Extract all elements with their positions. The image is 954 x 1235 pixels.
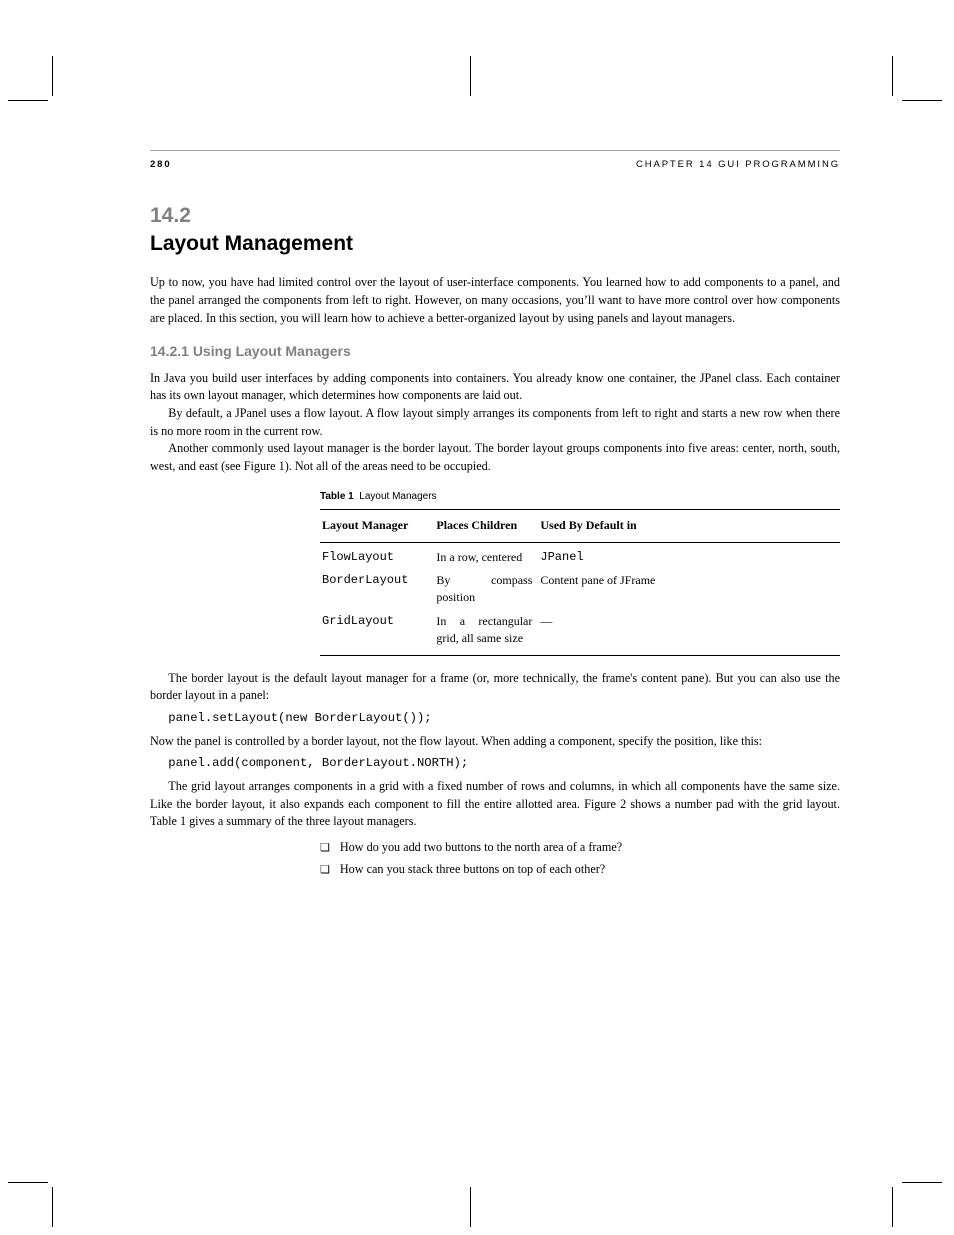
table-cell: In a rectangular grid, all same size (434, 607, 538, 655)
running-header: 280 CHAPTER 14 GUI PROGRAMMING (150, 159, 840, 170)
paragraph: The grid layout arranges components in a… (150, 778, 840, 831)
crop-mark (8, 100, 48, 101)
crop-mark (902, 1182, 942, 1183)
table-row: GridLayout In a rectangular grid, all sa… (320, 607, 840, 655)
crop-mark (52, 56, 53, 96)
code-line: panel.add(component, BorderLayout.NORTH)… (168, 755, 840, 773)
section-title: Layout Management (150, 232, 840, 256)
self-check-item: How do you add two buttons to the north … (320, 837, 840, 859)
crop-mark (8, 1182, 48, 1183)
paragraph: Now the panel is controlled by a border … (150, 733, 840, 751)
table-caption: Table 1 Layout Managers (320, 490, 840, 505)
header-rule (150, 150, 840, 151)
subsection-heading: 14.2.1 Using Layout Managers (150, 341, 840, 361)
page-content: 280 CHAPTER 14 GUI PROGRAMMING 14.2 Layo… (150, 150, 840, 887)
paragraph: By default, a JPanel uses a flow layout.… (150, 405, 840, 440)
table-row: BorderLayout By compass position Content… (320, 566, 840, 607)
table-cell: FlowLayout (320, 542, 434, 566)
table-header-row: Layout Manager Places Children Used By D… (320, 510, 840, 542)
table-container: Table 1 Layout Managers Layout Manager P… (320, 490, 840, 656)
table-cell: JPanel (538, 542, 840, 566)
self-check-list: How do you add two buttons to the north … (320, 837, 840, 881)
table-cell: Content pane of JFrame (538, 566, 840, 607)
crop-mark (892, 56, 893, 96)
running-title: CHAPTER 14 GUI PROGRAMMING (636, 159, 840, 170)
table-cell: — (538, 607, 840, 655)
paragraph: The border layout is the default layout … (150, 670, 840, 705)
self-check-item: How can you stack three buttons on top o… (320, 859, 840, 881)
section-number: 14.2 (150, 204, 840, 228)
crop-mark (470, 1187, 471, 1227)
table-row: FlowLayout In a row, centered JPanel (320, 542, 840, 566)
crop-mark (470, 56, 471, 96)
crop-mark (902, 100, 942, 101)
intro-paragraph: Up to now, you have had limited control … (150, 274, 840, 327)
paragraph: Another commonly used layout manager is … (150, 440, 840, 475)
table-header: Layout Manager (320, 510, 434, 542)
table-cell: BorderLayout (320, 566, 434, 607)
table-header: Places Children (434, 510, 538, 542)
crop-mark (52, 1187, 53, 1227)
page-number: 280 (150, 159, 172, 170)
table-number: Table 1 (320, 491, 354, 502)
body-text: Up to now, you have had limited control … (150, 274, 840, 831)
paragraph: In Java you build user interfaces by add… (150, 370, 840, 405)
crop-mark (892, 1187, 893, 1227)
table-header: Used By Default in (538, 510, 840, 542)
table-cell: By compass position (434, 566, 538, 607)
table-caption-text: Layout Managers (359, 491, 436, 502)
layout-managers-table: Layout Manager Places Children Used By D… (320, 509, 840, 655)
table-cell: In a row, centered (434, 542, 538, 566)
code-line: panel.setLayout(new BorderLayout()); (168, 710, 840, 728)
table-cell: GridLayout (320, 607, 434, 655)
